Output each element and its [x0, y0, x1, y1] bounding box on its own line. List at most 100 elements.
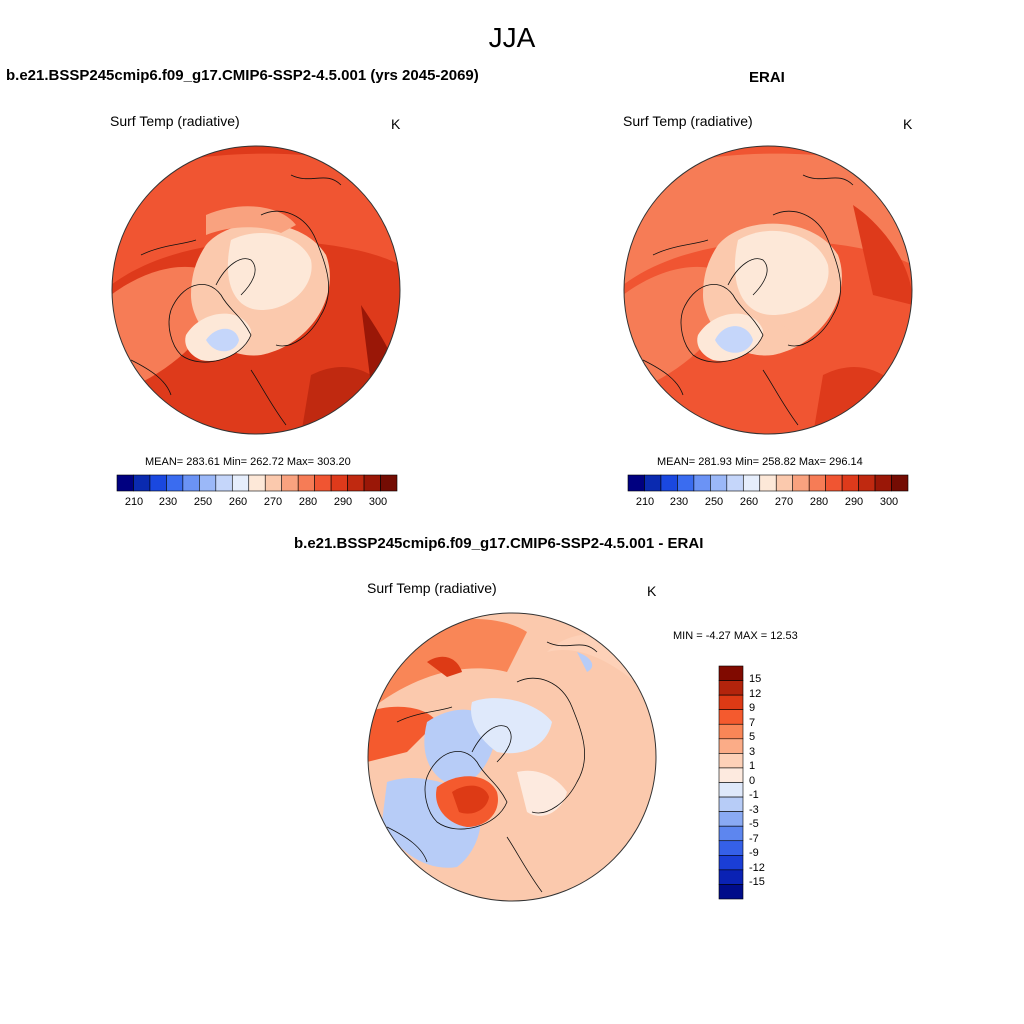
panel2-tick: 270: [774, 496, 794, 508]
panel3-tick: 12: [749, 688, 762, 700]
colorbar-swatch: [718, 811, 744, 827]
panel3-variable-label: Surf Temp (radiative): [367, 580, 497, 596]
colorbar-swatch: [742, 474, 761, 492]
colorbar-swatch: [891, 474, 909, 492]
panel2-tick: 290: [844, 496, 864, 508]
panel1-tick: 210: [124, 496, 144, 508]
season-title: JJA: [488, 22, 536, 53]
panel1-polar-map: [111, 145, 401, 435]
colorbar-swatch: [231, 474, 250, 492]
colorbar-swatch: [825, 474, 843, 492]
panel1-tick: 250: [193, 496, 213, 508]
colorbar-swatch: [718, 825, 744, 842]
colorbar-swatch: [330, 474, 348, 492]
panel1-tick: 230: [158, 496, 178, 508]
colorbar-swatch: [199, 474, 217, 492]
colorbar-swatch: [718, 694, 744, 710]
colorbar-swatch: [166, 474, 184, 492]
panel3-tick: -7: [749, 833, 759, 845]
panel2-polar-map: [623, 145, 913, 435]
panel3-tick: -3: [749, 804, 759, 816]
panel3-polar-map: [367, 612, 657, 902]
colorbar-swatch: [297, 474, 315, 492]
colorbar-swatch: [116, 474, 134, 492]
panel1-tick: 290: [333, 496, 353, 508]
panel2-tick: 260: [739, 496, 759, 508]
panel1-tick: 280: [298, 496, 318, 508]
panel2-variable-label: Surf Temp (radiative): [623, 113, 753, 129]
colorbar-swatch: [718, 738, 744, 754]
colorbar-swatch: [718, 767, 744, 783]
panel3-tick: 0: [749, 775, 756, 787]
colorbar-swatch: [182, 474, 200, 492]
panel2-units-label: K: [903, 116, 913, 132]
colorbar-swatch: [718, 723, 744, 740]
colorbar-swatch: [718, 680, 744, 696]
colorbar-swatch: [726, 474, 744, 492]
colorbar-swatch: [660, 474, 678, 492]
colorbar-swatch: [808, 474, 826, 492]
colorbar-swatch: [693, 474, 711, 492]
panel3-tick: 3: [749, 746, 756, 758]
panel1-colorbar: [116, 474, 398, 492]
colorbar-swatch: [627, 474, 645, 492]
colorbar-swatch: [718, 884, 744, 900]
panel3-tick: 7: [749, 717, 756, 729]
colorbar-swatch: [264, 474, 283, 492]
panel1-tick: 300: [368, 496, 388, 508]
panel1-tick: 260: [228, 496, 248, 508]
panel3-tick: 5: [749, 731, 756, 743]
panel2-stats: MEAN= 281.93 Min= 258.82 Max= 296.14: [657, 456, 863, 468]
colorbar-swatch: [718, 782, 744, 798]
colorbar-swatch: [133, 474, 151, 492]
panel1-title: b.e21.BSSP245cmip6.f09_g17.CMIP6-SSP2-4.…: [6, 67, 479, 84]
colorbar-swatch: [710, 474, 728, 492]
colorbar-swatch: [314, 474, 332, 492]
panel2-tick: 210: [635, 496, 655, 508]
panel3-tick: -5: [749, 818, 759, 830]
panel3-colorbar-ticks: 15 12 9 7 5 3 1 0 -1 -3 -5 -7 -9 -12 -15: [749, 666, 789, 899]
colorbar-swatch: [775, 474, 794, 492]
panel3-tick: 9: [749, 702, 756, 714]
colorbar-swatch: [248, 474, 266, 492]
panel1-units-label: K: [391, 116, 401, 132]
colorbar-swatch: [718, 840, 744, 856]
colorbar-swatch: [874, 474, 892, 492]
panel3-tick: -9: [749, 847, 759, 859]
colorbar-swatch: [347, 474, 365, 492]
colorbar-swatch: [718, 665, 744, 681]
panel3-title: b.e21.BSSP245cmip6.f09_g17.CMIP6-SSP2-4.…: [294, 535, 704, 552]
panel3-stats: MIN = -4.27 MAX = 12.53: [673, 630, 798, 642]
colorbar-swatch: [363, 474, 381, 492]
panel2-tick: 300: [879, 496, 899, 508]
panel3-tick: 1: [749, 760, 756, 772]
colorbar-swatch: [677, 474, 695, 492]
colorbar-swatch: [644, 474, 662, 492]
panel3-tick: 15: [749, 673, 762, 685]
panel2-tick: 250: [704, 496, 724, 508]
panel3-units-label: K: [647, 583, 657, 599]
colorbar-swatch: [718, 753, 744, 769]
colorbar-swatch: [380, 474, 398, 492]
colorbar-swatch: [215, 474, 233, 492]
colorbar-swatch: [841, 474, 859, 492]
colorbar-swatch: [718, 855, 744, 871]
colorbar-swatch: [149, 474, 167, 492]
colorbar-swatch: [718, 869, 744, 885]
colorbar-swatch: [281, 474, 299, 492]
panel2-title: ERAI: [749, 69, 785, 86]
panel2-colorbar: [627, 474, 909, 492]
panel1-colorbar-ticks: 210 230 250 260 270 280 290 300: [117, 496, 397, 510]
panel2-tick: 280: [809, 496, 829, 508]
panel3-tick: -1: [749, 789, 759, 801]
panel3-tick: -15: [749, 876, 765, 888]
colorbar-swatch: [718, 796, 744, 812]
colorbar-swatch: [792, 474, 810, 492]
colorbar-swatch: [718, 709, 744, 725]
panel3-colorbar: [718, 665, 744, 900]
panel1-variable-label: Surf Temp (radiative): [110, 113, 240, 129]
panel3-tick: -12: [749, 862, 765, 874]
panel2-colorbar-ticks: 210 230 250 260 270 280 290 300: [628, 496, 908, 510]
panel1-stats: MEAN= 283.61 Min= 262.72 Max= 303.20: [145, 456, 351, 468]
panel2-tick: 230: [669, 496, 689, 508]
